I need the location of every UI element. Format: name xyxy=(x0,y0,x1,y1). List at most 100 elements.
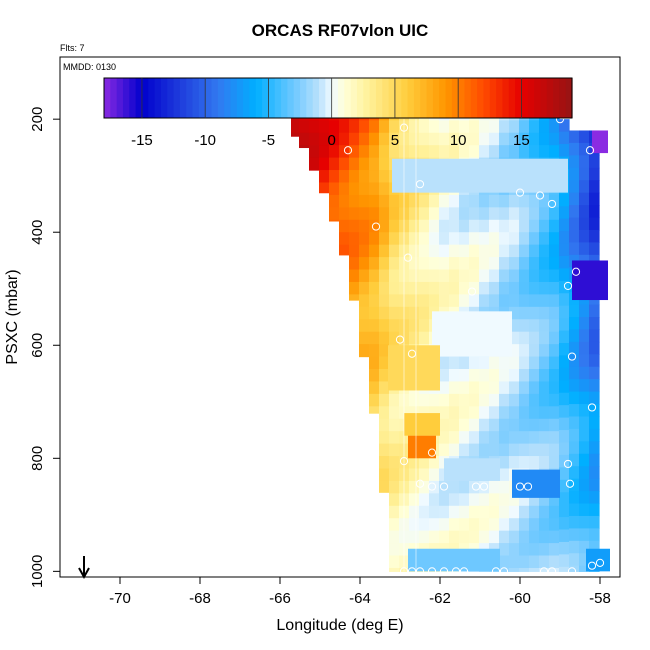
heatmap-cell xyxy=(539,543,550,557)
heatmap-cell xyxy=(589,540,600,554)
heatmap-cell xyxy=(559,529,570,543)
flight-point xyxy=(563,281,573,291)
heatmap-cell xyxy=(469,132,480,146)
heatmap-cell xyxy=(429,456,440,470)
heatmap-cell xyxy=(539,219,550,233)
heatmap-cell xyxy=(519,331,530,345)
heatmap-cell xyxy=(339,157,350,171)
colorbar-swatch xyxy=(356,78,364,118)
heatmap-cell xyxy=(419,393,430,407)
heatmap-cell xyxy=(569,466,580,480)
heatmap-cell xyxy=(519,319,530,333)
x-tick-label: -70 xyxy=(109,590,131,607)
heatmap-cell xyxy=(439,120,450,134)
heatmap-cell xyxy=(369,132,380,146)
heatmap-cell xyxy=(439,269,450,283)
heatmap-cell xyxy=(509,443,520,457)
heatmap-cell xyxy=(409,219,420,233)
heatmap-cell xyxy=(499,468,510,482)
colorbar-swatch xyxy=(369,78,377,118)
heatmap-cell xyxy=(469,356,480,370)
heatmap-cell xyxy=(569,142,580,156)
heatmap-cell xyxy=(529,493,540,507)
heatmap-cell xyxy=(569,503,580,517)
heatmap-cell xyxy=(559,442,570,456)
heatmap-cell xyxy=(459,219,470,233)
colorbar-swatch xyxy=(350,78,358,118)
colorbar-swatch xyxy=(394,78,402,118)
heatmap-cell xyxy=(579,180,590,194)
heatmap-cell xyxy=(529,294,540,308)
heatmap-cell xyxy=(559,255,570,269)
heatmap-cell xyxy=(549,530,560,544)
heatmap-cell xyxy=(479,145,490,159)
heatmap-cell xyxy=(589,391,600,405)
heatmap-cell xyxy=(569,379,580,393)
heatmap-cell xyxy=(529,356,540,370)
heatmap-cell xyxy=(409,518,420,532)
heatmap-cell xyxy=(589,192,600,206)
heatmap-cell xyxy=(349,257,360,271)
colorbar-swatch xyxy=(382,78,390,118)
colorbar-swatch xyxy=(236,78,244,118)
heatmap-cell xyxy=(319,170,330,184)
heatmap-cell xyxy=(379,132,390,146)
heatmap-cell xyxy=(479,530,490,544)
heatmap-cell xyxy=(369,182,380,196)
heatmap-cell xyxy=(469,381,480,395)
heatmap-cell xyxy=(569,540,580,554)
heatmap-cell xyxy=(579,379,590,393)
heatmap-cell xyxy=(539,331,550,345)
colorbar-swatch xyxy=(331,78,339,118)
heatmap-cell xyxy=(499,294,510,308)
colorbar-swatch xyxy=(192,78,200,118)
heatmap-cell xyxy=(529,319,540,333)
heatmap-cell xyxy=(389,257,400,271)
heatmap-cell xyxy=(429,232,440,246)
heatmap-cell xyxy=(469,294,480,308)
heatmap-cell xyxy=(479,120,490,134)
heatmap-cell xyxy=(489,381,500,395)
date-annotation: MMDD: 0130 xyxy=(63,62,116,72)
heatmap-cell xyxy=(392,158,568,193)
heatmap-cell xyxy=(439,356,450,370)
heatmap-cell xyxy=(309,157,320,171)
heatmap-cell xyxy=(429,468,440,482)
flight-point xyxy=(451,567,461,576)
heatmap-cell xyxy=(559,343,570,357)
heatmap-cell xyxy=(439,132,450,146)
colorbar-swatch xyxy=(375,78,383,118)
heatmap-cell xyxy=(539,232,550,246)
colorbar-swatch xyxy=(274,78,282,118)
heatmap-cell xyxy=(439,530,450,544)
colorbar-swatch xyxy=(565,78,573,118)
heatmap-cell xyxy=(509,244,520,258)
heatmap-cell xyxy=(579,229,590,243)
flight-point xyxy=(515,188,525,197)
colorbar-tick-label: 15 xyxy=(513,132,530,149)
heatmap-cell xyxy=(379,381,390,395)
heatmap-cell xyxy=(529,443,540,457)
y-tick-label: 600 xyxy=(29,333,46,358)
heatmap-cell xyxy=(489,406,500,420)
heatmap-cell xyxy=(529,269,540,283)
heatmap-cell xyxy=(489,418,500,432)
colorbar-swatch xyxy=(122,78,130,118)
heatmap-cell xyxy=(499,493,510,507)
heatmap-cell xyxy=(359,157,370,171)
heatmap-cell xyxy=(339,219,350,233)
heatmap-cell xyxy=(469,406,480,420)
heatmap-cell xyxy=(519,543,530,557)
heatmap-cell xyxy=(579,341,590,355)
heatmap-cell xyxy=(439,145,450,159)
colorbar-swatch xyxy=(521,78,529,118)
heatmap-cell xyxy=(389,456,400,470)
heatmap-cell xyxy=(589,416,600,430)
heatmap-cell xyxy=(499,567,510,572)
heatmap-cell xyxy=(529,344,540,358)
colorbar-swatch xyxy=(508,78,516,118)
heatmap-cell xyxy=(499,269,510,283)
heatmap-cell xyxy=(429,406,440,420)
heatmap-cell xyxy=(339,232,350,246)
flight-point xyxy=(399,567,409,576)
